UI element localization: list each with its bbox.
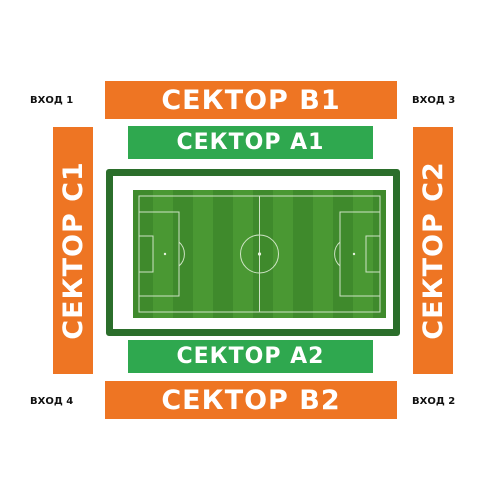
sector-b1[interactable]: СЕКТОР B1	[105, 81, 397, 119]
entrance-4-label: ВХОД 4	[30, 396, 74, 407]
entrance-3-label: ВХОД 3	[412, 95, 456, 106]
pitch-icon	[133, 190, 386, 318]
entrance-1-label: ВХОД 1	[30, 95, 74, 106]
sector-a1[interactable]: СЕКТОР A1	[128, 126, 373, 159]
sector-c1-label: СЕКТОР C1	[57, 161, 89, 340]
sector-a1-label: СЕКТОР A1	[176, 130, 325, 155]
sector-c1[interactable]: СЕКТОР C1	[53, 127, 93, 374]
sector-c2[interactable]: СЕКТОР C2	[413, 127, 453, 374]
sector-c2-label: СЕКТОР C2	[417, 161, 449, 340]
entrance-2-label: ВХОД 2	[412, 396, 456, 407]
pitch-frame	[106, 169, 400, 336]
sector-b1-label: СЕКТОР B1	[161, 84, 341, 116]
football-pitch	[133, 190, 386, 318]
sector-b2-label: СЕКТОР B2	[161, 384, 341, 416]
sector-a2-label: СЕКТОР A2	[176, 344, 325, 369]
sector-b2[interactable]: СЕКТОР B2	[105, 381, 397, 419]
sector-a2[interactable]: СЕКТОР A2	[128, 340, 373, 373]
